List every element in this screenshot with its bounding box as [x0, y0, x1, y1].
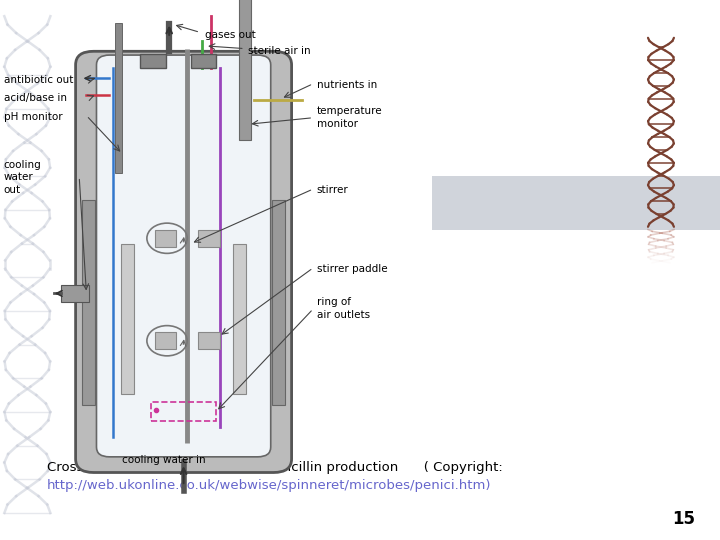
Bar: [155, 230, 176, 247]
Text: cooling: cooling: [4, 160, 41, 170]
Text: monitor: monitor: [317, 119, 358, 129]
Text: stirrer paddle: stirrer paddle: [317, 264, 387, 274]
Bar: [121, 245, 134, 394]
Bar: [115, 23, 122, 173]
Text: nutrients in: nutrients in: [317, 80, 377, 90]
Text: acid/base in: acid/base in: [4, 93, 66, 103]
Bar: [82, 200, 95, 405]
Text: temperature: temperature: [317, 106, 382, 116]
FancyBboxPatch shape: [76, 51, 292, 472]
Text: cooling water in: cooling water in: [122, 455, 206, 465]
Text: stirrer: stirrer: [317, 185, 348, 195]
Text: air outlets: air outlets: [317, 310, 370, 320]
Text: ring of: ring of: [317, 298, 351, 307]
Text: antibiotic out: antibiotic out: [4, 75, 73, 85]
Bar: [155, 332, 176, 349]
Text: out: out: [4, 185, 21, 194]
Bar: [432, 176, 720, 230]
Bar: [140, 54, 166, 68]
Bar: [272, 200, 285, 405]
Bar: [198, 332, 220, 349]
FancyBboxPatch shape: [96, 55, 271, 457]
Bar: [198, 230, 220, 247]
Text: gases out: gases out: [205, 30, 256, 40]
Text: pH monitor: pH monitor: [4, 112, 62, 122]
Bar: [61, 285, 89, 301]
Bar: [191, 54, 216, 68]
Text: Cross section of a fermenter for Penicillin production      ( Copyright:: Cross section of a fermenter for Penicil…: [47, 461, 503, 474]
Bar: [239, 0, 251, 140]
Bar: [233, 245, 246, 394]
Bar: [151, 402, 216, 421]
Text: http://web.ukonline.co.uk/webwise/spinneret/microbes/penici.htm): http://web.ukonline.co.uk/webwise/spinne…: [47, 480, 491, 492]
Text: sterile air in: sterile air in: [248, 46, 311, 56]
Text: 15: 15: [672, 510, 695, 529]
Text: water: water: [4, 172, 33, 182]
